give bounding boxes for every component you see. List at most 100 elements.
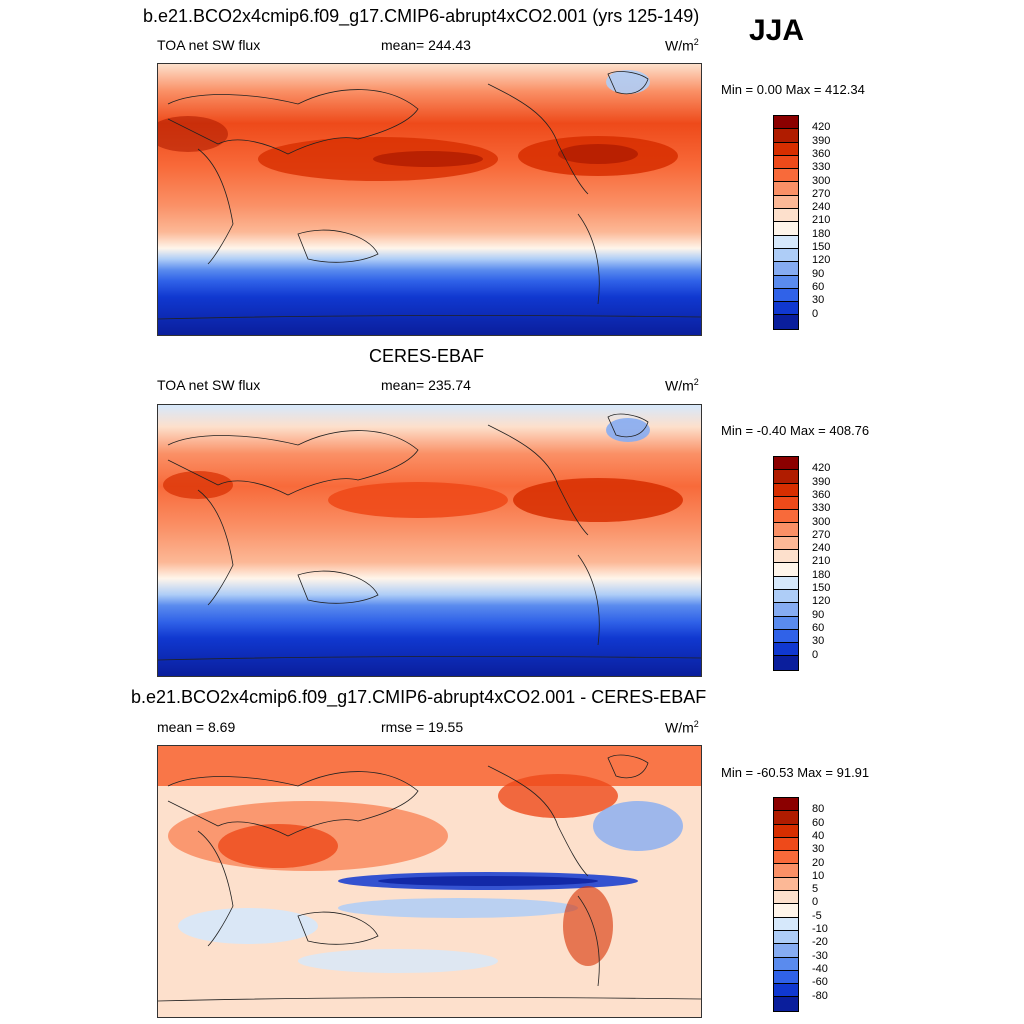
panel2-map	[157, 404, 702, 677]
colorbar-tick-label: -10	[812, 923, 828, 935]
colorbar-swatch	[774, 169, 798, 183]
colorbar-swatch	[774, 457, 798, 471]
colorbar-tick-label: 0	[812, 648, 819, 661]
colorbar-tick-label: 60	[812, 816, 825, 829]
colorbar-tick-label: 60	[812, 280, 825, 293]
colorbar-swatch	[774, 917, 798, 931]
panel1-colorbar-swatches	[773, 115, 799, 330]
colorbar-swatch	[774, 576, 798, 590]
panel2-variable-label: TOA net SW flux	[157, 377, 261, 393]
colorbar-tick-label: 80	[812, 803, 825, 816]
colorbar-swatch	[774, 563, 798, 577]
colorbar-tick-label: 10	[812, 869, 825, 882]
colorbar-swatch	[774, 315, 798, 329]
colorbar-swatch	[774, 616, 798, 630]
colorbar-swatch	[774, 550, 798, 564]
colorbar-swatch	[774, 944, 798, 958]
colorbar-tick-label: -20	[812, 936, 828, 949]
colorbar-swatch	[774, 904, 798, 918]
colorbar-swatch	[774, 603, 798, 617]
panel2-colorbar-swatches	[773, 456, 799, 671]
season-label: JJA	[749, 14, 805, 47]
colorbar-swatch	[774, 851, 798, 865]
colorbar-swatch	[774, 142, 798, 156]
colorbar-tick-label: 240	[812, 201, 831, 214]
colorbar-tick-label: 0	[812, 896, 819, 909]
colorbar-tick-label: 30	[812, 635, 825, 648]
colorbar-tick-label: 420	[812, 462, 831, 475]
panel3-minmax: Min = -60.53 Max = 91.91	[721, 765, 870, 780]
colorbar-tick-label: 420	[812, 121, 831, 134]
colorbar-tick-label: -80	[812, 989, 828, 1002]
colorbar-tick-label: 120	[812, 595, 831, 608]
colorbar-tick-label: 60	[812, 621, 825, 634]
colorbar-swatch	[774, 235, 798, 249]
colorbar-tick-label: -60	[812, 976, 828, 989]
panel1-minmax: Min = 0.00 Max = 412.34	[721, 82, 865, 97]
colorbar-swatch	[774, 589, 798, 604]
colorbar-tick-label: -5	[812, 909, 822, 922]
colorbar-tick-label: 90	[812, 608, 825, 621]
colorbar-tick-label: 330	[812, 502, 831, 515]
colorbar-swatch	[774, 957, 798, 971]
colorbar-swatch	[774, 811, 798, 825]
colorbar-swatch	[774, 536, 798, 551]
colorbar-tick-label: 150	[812, 241, 831, 253]
colorbar-swatch	[774, 864, 798, 878]
colorbar-tick-label: -30	[812, 949, 828, 962]
colorbar-tick-label: 20	[812, 856, 825, 869]
panel1-title: b.e21.BCO2x4cmip6.f09_g17.CMIP6-abrupt4x…	[143, 6, 700, 26]
colorbar-swatch	[774, 891, 798, 905]
colorbar-tick-label: 0	[812, 307, 819, 320]
colorbar-tick-label: 180	[812, 568, 831, 581]
colorbar-swatch	[774, 248, 798, 263]
colorbar-swatch	[774, 984, 798, 998]
colorbar-tick-label: 150	[812, 582, 831, 594]
panel2-mean-label: mean= 235.74	[381, 377, 471, 393]
colorbar-swatch	[774, 510, 798, 524]
colorbar-tick-label: 330	[812, 161, 831, 174]
panel3-map	[157, 745, 702, 1018]
colorbar-swatch	[774, 930, 798, 945]
colorbar-swatch	[774, 470, 798, 484]
colorbar-tick-label: 90	[812, 267, 825, 280]
panel2-minmax: Min = -0.40 Max = 408.76	[721, 423, 870, 438]
colorbar-tick-label: 210	[812, 555, 831, 568]
colorbar-swatch	[774, 483, 798, 497]
colorbar-tick-label: 390	[812, 475, 831, 488]
panel2-title: CERES-EBAF	[369, 346, 485, 366]
colorbar-swatch	[774, 970, 798, 985]
colorbar-swatch	[774, 182, 798, 196]
panel2-units: W/m2	[665, 377, 699, 394]
colorbar-swatch	[774, 302, 798, 316]
colorbar-tick-label: 240	[812, 542, 831, 555]
colorbar-tick-label: 30	[812, 294, 825, 307]
colorbar-swatch	[774, 837, 798, 852]
colorbar-swatch	[774, 275, 798, 289]
colorbar-tick-label: 120	[812, 254, 831, 267]
panel3-title: b.e21.BCO2x4cmip6.f09_g17.CMIP6-abrupt4x…	[131, 687, 707, 707]
colorbar-tick-label: 40	[812, 829, 825, 842]
colorbar-swatch	[774, 629, 798, 644]
colorbar-tick-label: 5	[812, 883, 819, 896]
colorbar-swatch	[774, 195, 798, 210]
panel1-units: W/m2	[665, 37, 699, 54]
panel3-mean-label: mean = 8.69	[157, 719, 236, 735]
colorbar-tick-label: -40	[812, 962, 828, 975]
colorbar-swatch	[774, 222, 798, 236]
colorbar-swatch	[774, 116, 798, 130]
panel1-map	[157, 63, 702, 336]
colorbar-tick-label: 360	[812, 488, 831, 501]
colorbar-tick-label: 270	[812, 528, 831, 541]
colorbar-swatch	[774, 877, 798, 892]
colorbar-swatch	[774, 523, 798, 537]
colorbar-tick-label: 30	[812, 843, 825, 856]
colorbar-swatch	[774, 262, 798, 276]
colorbar-swatch	[774, 209, 798, 223]
colorbar-swatch	[774, 656, 798, 670]
colorbar-tick-label: 360	[812, 147, 831, 160]
panel3-colorbar-swatches	[773, 797, 799, 1012]
colorbar-tick-label: 300	[812, 515, 831, 528]
colorbar-tick-label: 180	[812, 227, 831, 240]
panel1-variable-label: TOA net SW flux	[157, 37, 261, 53]
